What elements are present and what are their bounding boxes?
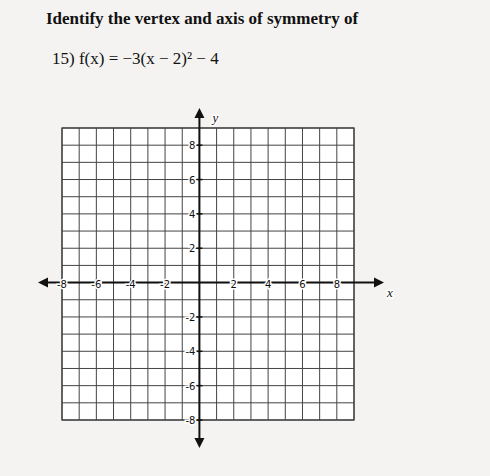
tick-mark [196, 351, 202, 353]
grid-line [336, 128, 337, 420]
axis-label: x [386, 285, 393, 300]
grid-line [62, 231, 354, 232]
grid-line [319, 128, 320, 420]
tick-mark [196, 247, 202, 249]
tick-mark [196, 419, 202, 421]
grid-line [62, 402, 354, 403]
grid-line [165, 128, 166, 420]
grid-line [62, 316, 354, 317]
arrow [38, 278, 48, 288]
tick-label: -4 [185, 346, 195, 357]
arrow [374, 278, 384, 288]
tick-label: 6 [189, 175, 195, 186]
grid-line [62, 351, 354, 352]
grid-line [96, 128, 97, 420]
subtitle: 15) f(x) = −3(x − 2)² − 4 [52, 49, 219, 68]
grid-line [285, 128, 286, 420]
tick-label: 6 [299, 279, 305, 290]
y-axis [198, 112, 200, 444]
grid-line [62, 213, 354, 214]
tick-label: -6 [91, 279, 101, 290]
tick-label: -6 [185, 381, 195, 392]
plot-frame [62, 128, 354, 420]
grid-line [268, 128, 269, 420]
grid-line [62, 128, 63, 420]
grid-line [147, 128, 148, 420]
paper [0, 0, 490, 476]
grid-line [113, 128, 114, 420]
grid-line [79, 128, 80, 420]
tick-label: 2 [231, 279, 237, 290]
arrow [194, 438, 204, 448]
tick-label: 2 [189, 243, 195, 254]
tick-mark [196, 213, 202, 215]
tick-label: 8 [334, 279, 340, 290]
grid-line [62, 420, 354, 421]
worksheet: Identify the vertex and axis of symmetry… [0, 0, 490, 476]
tick-label: -8 [57, 279, 67, 290]
tick-label: -4 [126, 279, 136, 290]
grid-line [62, 299, 354, 300]
grid-line [62, 248, 354, 249]
arrow [194, 108, 204, 118]
tick-mark [196, 385, 202, 387]
grid-line [216, 128, 217, 420]
page: Identify the vertex and axis of symmetry… [0, 0, 490, 476]
tick-label: 4 [189, 209, 195, 220]
grid-line [302, 128, 303, 420]
grid-line [354, 128, 355, 420]
grid-line [62, 128, 354, 129]
grid-line [250, 128, 251, 420]
grid-line [130, 128, 131, 420]
grid-line [233, 128, 234, 420]
axis-label: y [211, 110, 219, 125]
tick-mark [196, 144, 202, 146]
grid-line [182, 128, 183, 420]
grid-line [62, 196, 354, 197]
grid-line [62, 179, 354, 180]
tick-mark [196, 179, 202, 181]
grid-line [62, 385, 354, 386]
grid-line [62, 265, 354, 266]
grid-line [62, 368, 354, 369]
tick-label: 4 [265, 279, 271, 290]
tick-label: -2 [160, 279, 170, 290]
tick-label: 8 [189, 140, 195, 151]
plot [62, 128, 354, 420]
grid-line [62, 334, 354, 335]
grid-line [62, 145, 354, 146]
tick-label: -2 [185, 312, 195, 323]
grid-line [62, 162, 354, 163]
title: Identify the vertex and axis of symmetry… [46, 9, 358, 28]
tick-label: -8 [185, 415, 195, 426]
tick-mark [196, 316, 202, 318]
